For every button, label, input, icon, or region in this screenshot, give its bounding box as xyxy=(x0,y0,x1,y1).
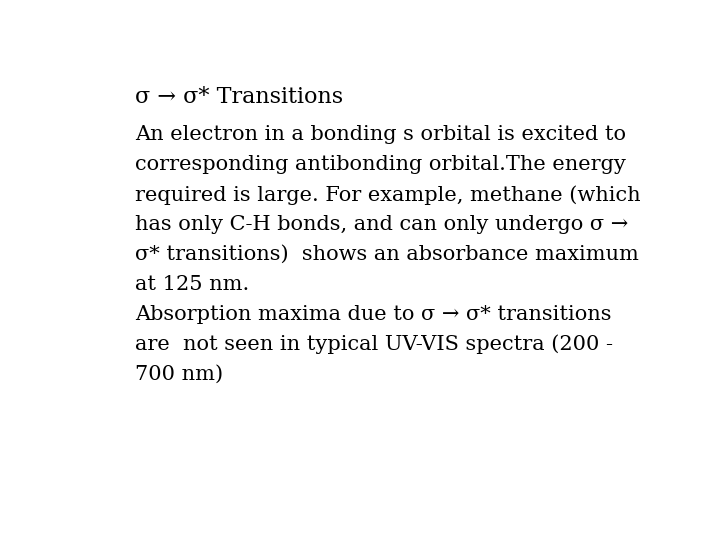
Text: Absorption maxima due to σ → σ* transitions: Absorption maxima due to σ → σ* transiti… xyxy=(135,305,611,323)
Text: σ → σ* Transitions: σ → σ* Transitions xyxy=(135,85,343,107)
Text: An electron in a bonding s orbital is excited to: An electron in a bonding s orbital is ex… xyxy=(135,125,626,144)
Text: required is large. For example, methane (which: required is large. For example, methane … xyxy=(135,185,640,205)
Text: are  not seen in typical UV-VIS spectra (200 -: are not seen in typical UV-VIS spectra (… xyxy=(135,335,613,354)
Text: 700 nm): 700 nm) xyxy=(135,364,222,383)
Text: has only C-H bonds, and can only undergo σ →: has only C-H bonds, and can only undergo… xyxy=(135,215,628,234)
Text: σ* transitions)  shows an absorbance maximum: σ* transitions) shows an absorbance maxi… xyxy=(135,245,639,264)
Text: at 125 nm.: at 125 nm. xyxy=(135,275,249,294)
Text: corresponding antibonding orbital.The energy: corresponding antibonding orbital.The en… xyxy=(135,155,626,174)
